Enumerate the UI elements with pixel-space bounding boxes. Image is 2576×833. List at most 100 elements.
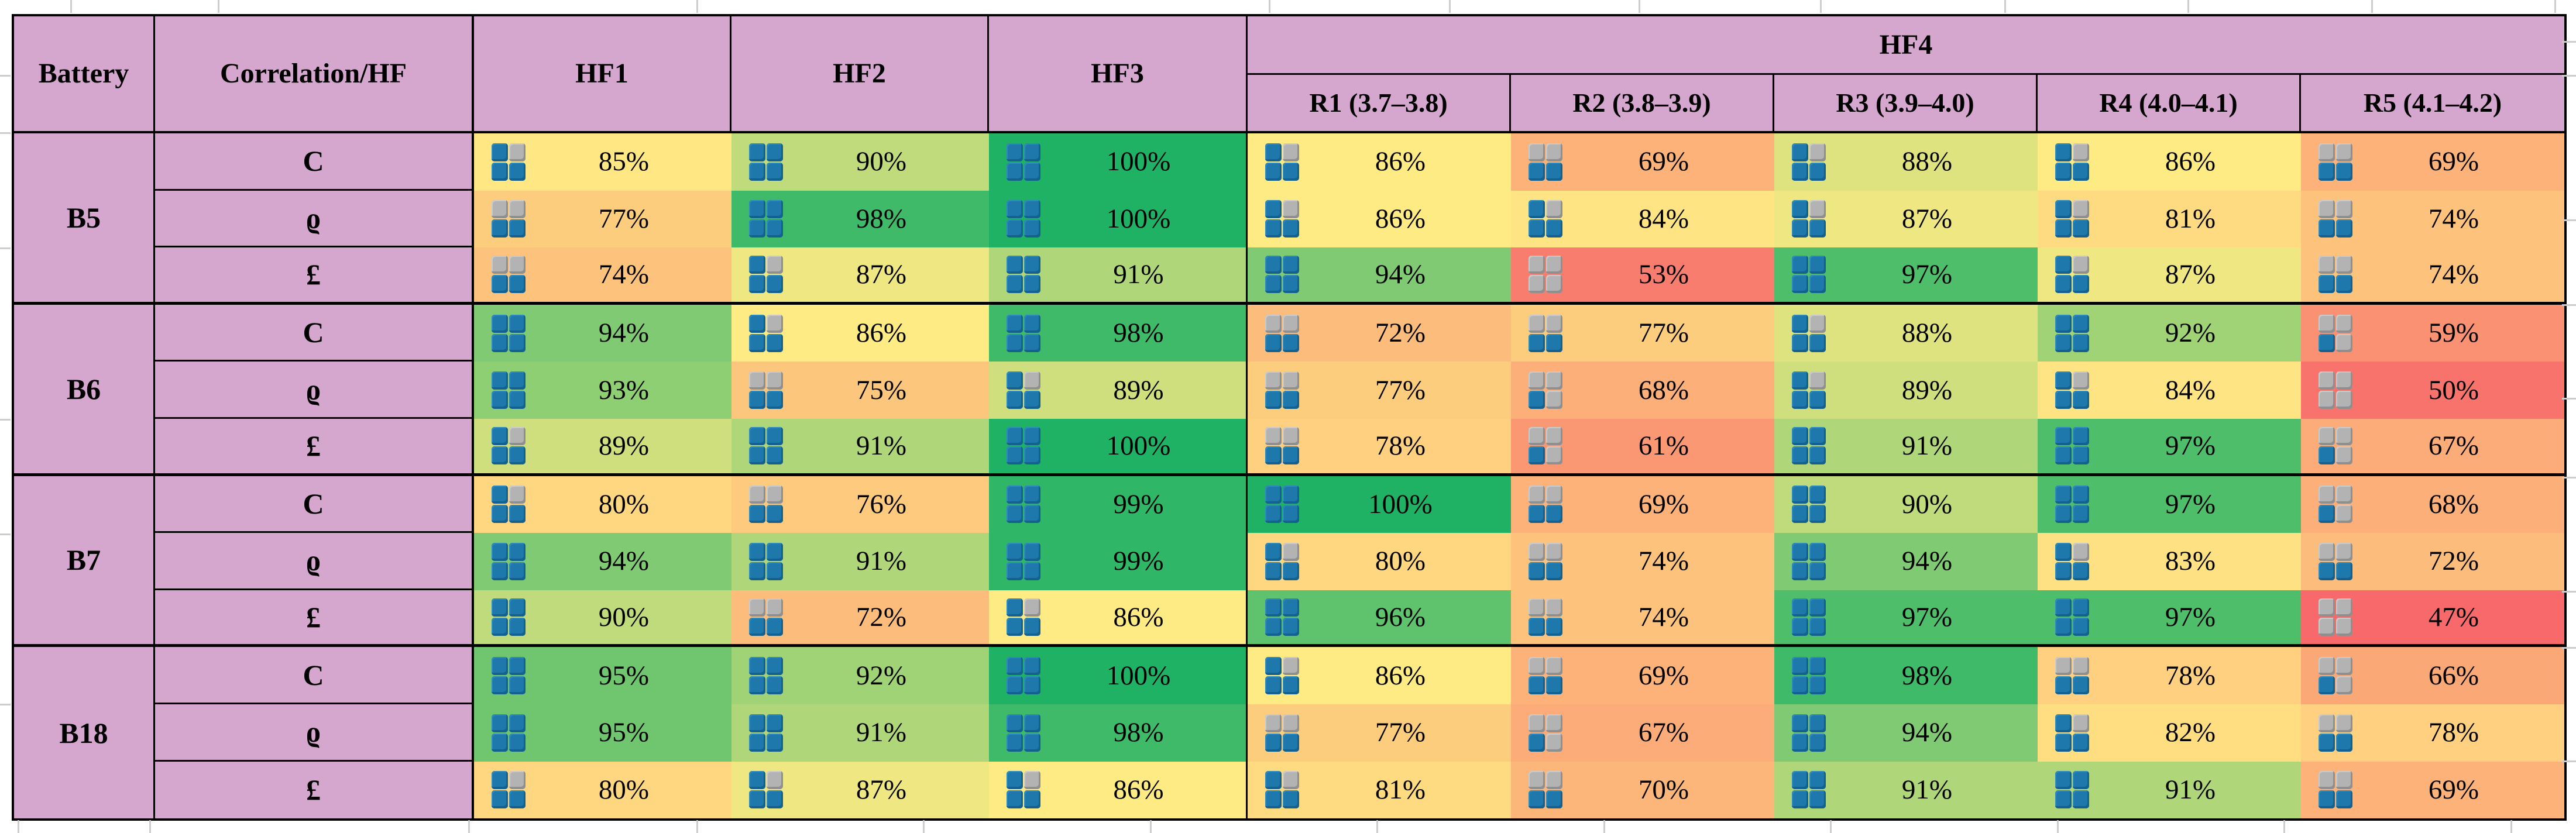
cell-value: 68% [1638,374,1689,405]
icon-quadrant [1529,143,1545,161]
icon-quadrant [1792,162,1808,181]
icon-quadrant [749,256,765,274]
icon-quadrant [2336,162,2352,181]
battery-label-b18: B18 [14,647,155,819]
icon-quadrant [2319,427,2335,446]
icon-quadrant [1546,333,1562,352]
icon-quadrant [749,333,765,352]
gridline-stub [2562,760,2576,762]
cell-value: 74% [1638,601,1689,632]
icon-quadrant [767,657,783,676]
cell-value: 97% [1901,601,1953,632]
icon-quadrant [1024,219,1040,238]
value-cell-b6-rho-col1: 93% [474,362,731,419]
icon-quadrant [1529,618,1545,636]
cell-value: 69% [1638,146,1689,177]
icon-quadrant [2055,427,2072,446]
quarter-fill-icon-4of4 [1007,314,1040,352]
icon-quadrant [1007,562,1023,580]
gridline-stub [1603,820,1605,833]
cell-value: 82% [2165,717,2216,748]
icon-quadrant [509,200,525,219]
value-cell-b6-c-col5: 77% [1511,304,1774,362]
gridline-stub [2510,820,2512,833]
value-cell-b7-pound-col4: 96% [1248,590,1511,648]
icon-quadrant [749,371,765,390]
quarter-fill-icon-4of4 [492,714,525,752]
icon-quadrant [1546,162,1562,181]
icon-quadrant [1546,314,1562,333]
value-cell-b18-pound-col6: 91% [1774,761,2038,819]
icon-quadrant [2073,275,2089,294]
icon-quadrant [2319,562,2335,580]
icon-quadrant [2073,542,2089,561]
quarter-fill-icon-4of4 [749,714,783,752]
icon-quadrant [1809,598,1826,617]
icon-quadrant [509,562,525,580]
icon-quadrant [767,371,783,390]
value-cell-b7-rho-col1: 94% [474,533,731,590]
header-hf4-r3: R3 (3.9–4.0) [1774,75,2038,133]
icon-quadrant [1809,162,1826,181]
quarter-fill-icon-4of4 [1007,657,1040,695]
icon-quadrant [1024,143,1040,161]
cell-value: 91% [856,546,907,577]
cell-value: 78% [2428,717,2479,748]
value-cell-b5-pound-col3: 91% [989,247,1248,305]
quarter-fill-icon-4of4 [749,657,783,695]
icon-quadrant [2055,314,2072,333]
value-cell-b6-c-col3: 98% [989,304,1248,362]
value-cell-b5-rho-col8: 74% [2301,190,2564,248]
icon-quadrant [1529,542,1545,561]
quarter-fill-icon-2of4 [2055,657,2089,695]
icon-quadrant [1792,275,1808,294]
icon-quadrant [1283,256,1299,274]
icon-quadrant [1809,219,1826,238]
gridline-stub [0,419,11,421]
cell-value: 89% [598,430,650,461]
value-cell-b5-c-col4: 86% [1248,133,1511,191]
value-cell-b7-c-col5: 69% [1511,476,1774,533]
cell-value: 53% [1638,259,1689,290]
icon-quadrant [2073,505,2089,524]
metric-label-rho: ϱ [155,190,474,248]
icon-quadrant [1809,676,1826,695]
icon-quadrant [2336,200,2352,219]
value-cell-b5-c-col7: 86% [2038,133,2301,191]
value-cell-b6-c-col6: 88% [1774,304,2038,362]
value-cell-b18-c-col7: 78% [2038,647,2301,704]
metric-label-pound: £ [155,590,474,648]
icon-quadrant [2336,657,2352,676]
cell-value: 94% [598,318,650,349]
icon-quadrant [1007,618,1023,636]
icon-quadrant [1265,275,1282,294]
quarter-fill-icon-1of4 [2319,657,2352,695]
icon-quadrant [2073,618,2089,636]
icon-quadrant [509,542,525,561]
value-cell-b5-c-col8: 69% [2301,133,2564,191]
quarter-fill-icon-4of4 [492,542,525,580]
value-cell-b18-c-col8: 66% [2301,647,2564,704]
cell-value: 97% [2165,488,2216,519]
icon-quadrant [1024,714,1040,732]
icon-quadrant [1809,505,1826,524]
gridline-stub [2004,0,2006,13]
icon-quadrant [1283,733,1299,752]
cell-value: 88% [1901,318,1953,349]
icon-quadrant [1809,733,1826,752]
icon-quadrant [509,446,525,465]
icon-quadrant [2336,676,2352,695]
icon-quadrant [1283,657,1299,676]
icon-quadrant [767,771,783,790]
icon-quadrant [1265,427,1282,446]
value-cell-b6-pound-col6: 91% [1774,418,2038,476]
icon-quadrant [1546,790,1562,809]
gridline-stub [923,820,925,833]
icon-quadrant [2319,391,2335,409]
icon-quadrant [1809,714,1826,732]
icon-quadrant [2073,314,2089,333]
value-cell-b5-pound-col6: 97% [1774,247,2038,305]
quarter-fill-icon-2of4 [1529,143,1562,181]
cell-value: 97% [2165,601,2216,632]
icon-quadrant [1546,771,1562,790]
